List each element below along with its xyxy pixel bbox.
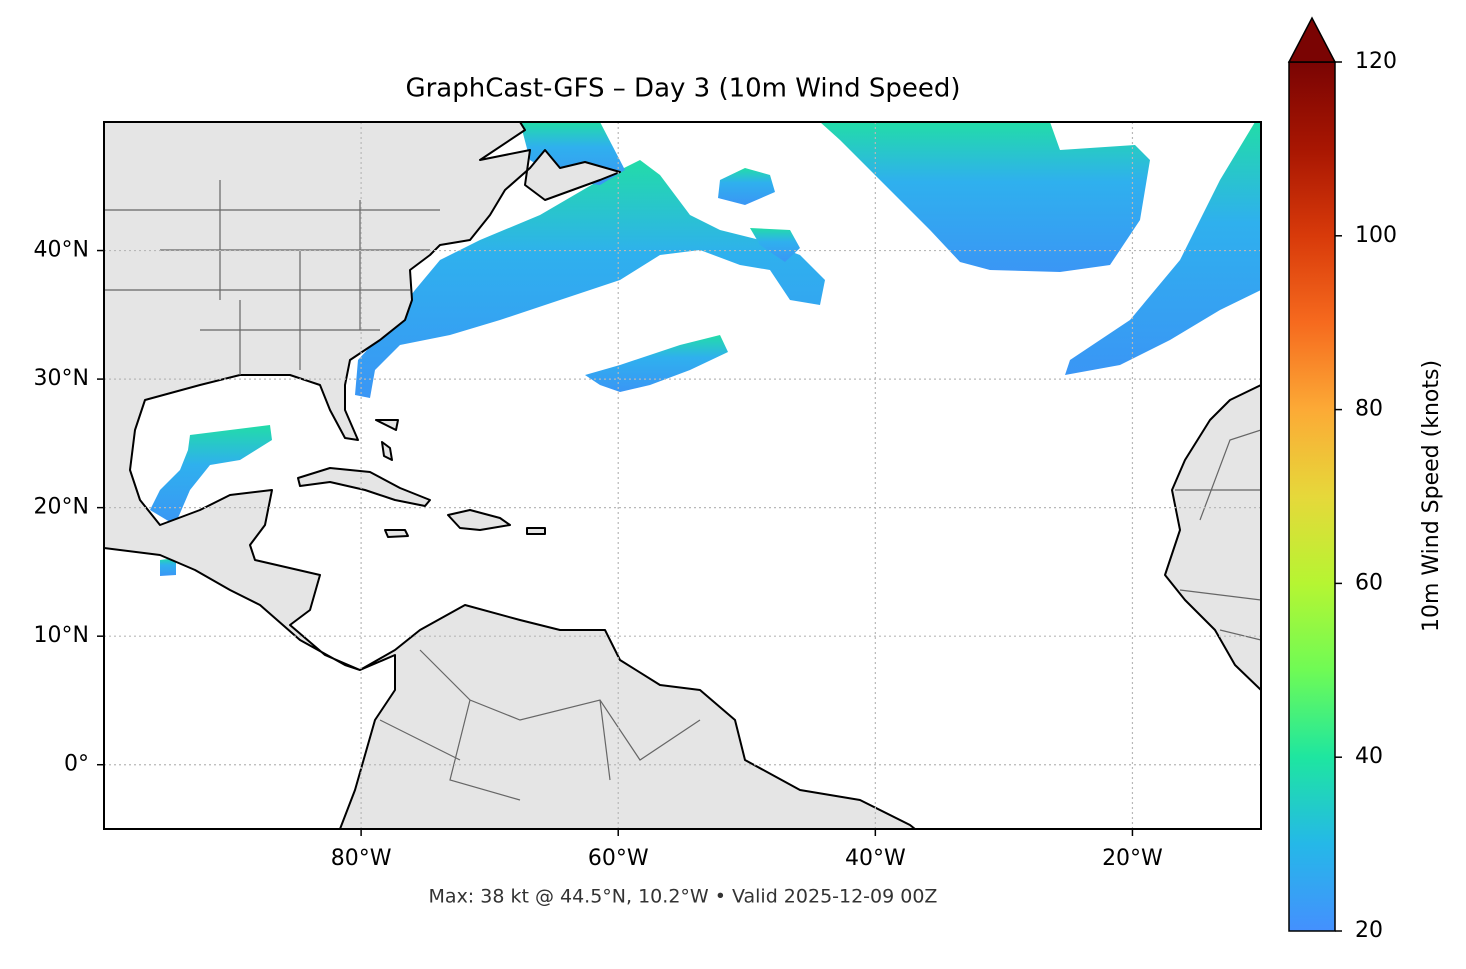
footer-annotation: Max: 38 kt @ 44.5°N, 10.2°W • Valid 2025… (429, 886, 938, 908)
x-tick-label: 60°W (588, 846, 649, 871)
y-tick-label: 0° (64, 752, 89, 777)
colorbar-tick-label: 120 (1355, 49, 1397, 74)
colorbar-tick-label: 80 (1355, 397, 1383, 422)
bahamas (375, 419, 399, 461)
jamaica (384, 529, 409, 538)
y-tick-label: 30°N (34, 366, 89, 391)
x-tick-label: 40°W (845, 846, 906, 871)
y-tick-label: 40°N (34, 238, 89, 263)
colorbar-extend (1287, 16, 1337, 63)
puerto-rico (526, 527, 546, 535)
y-tick-label: 10°N (34, 623, 89, 648)
cuba (297, 467, 431, 507)
plot-frame (103, 121, 1262, 830)
colorbar: 20 40 60 80 100 120 (1287, 16, 1397, 943)
chart-title: GraphCast-GFS – Day 3 (10m Wind Speed) (405, 74, 960, 104)
colorbar-tick-label: 20 (1355, 918, 1383, 943)
map-area (104, 122, 1261, 829)
hispaniola (447, 509, 511, 531)
y-tick-label: 20°N (34, 495, 89, 520)
colorbar-tick-label: 100 (1355, 223, 1397, 248)
axes: 80°W 60°W 40°W 20°W 0° 10°N 20°N 30°N 40°N (34, 122, 1261, 871)
colorbar-tick-label: 60 (1355, 570, 1383, 595)
x-tick-label: 80°W (331, 846, 392, 871)
africa-land (1164, 384, 1261, 691)
x-tick-label: 20°W (1102, 846, 1163, 871)
colorbar-tick-label: 40 (1355, 744, 1383, 769)
colorbar-gradient (1288, 61, 1336, 932)
americas-land (104, 122, 916, 829)
political-borders (104, 180, 1261, 801)
colorbar-label: 10m Wind Speed (knots) (1419, 360, 1444, 632)
wind-swaths (150, 122, 1261, 576)
